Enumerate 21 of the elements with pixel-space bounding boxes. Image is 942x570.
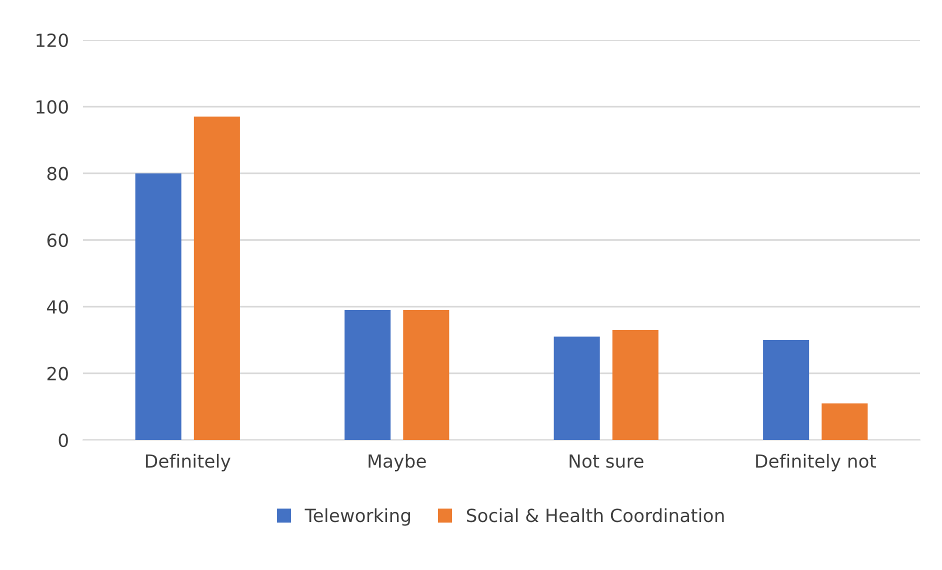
x-tick-label: Not sure (570, 454, 644, 468)
bar (194, 116, 240, 440)
legend-label: Teleworking (304, 508, 410, 526)
x-tick-label: Definitely not (756, 454, 876, 472)
bar (763, 340, 810, 440)
y-tick-label: 80 (47, 166, 68, 180)
y-tick-label: 100 (36, 100, 68, 114)
y-tick-label: 120 (36, 33, 68, 48)
x-tick-label: Maybe (368, 454, 426, 472)
y-tick-label: 40 (47, 300, 68, 314)
bar (822, 403, 868, 440)
bar (344, 310, 391, 440)
bar (612, 330, 658, 440)
y-tick-label: 20 (47, 366, 68, 380)
bar (554, 336, 600, 440)
bar (403, 310, 450, 440)
bar (135, 173, 182, 440)
legend-label: Social & Health Coordination (466, 508, 724, 522)
y-tick-label: 0 (58, 433, 68, 448)
x-tick-label: Definitely (146, 454, 230, 472)
y-tick-label: 60 (47, 233, 68, 248)
